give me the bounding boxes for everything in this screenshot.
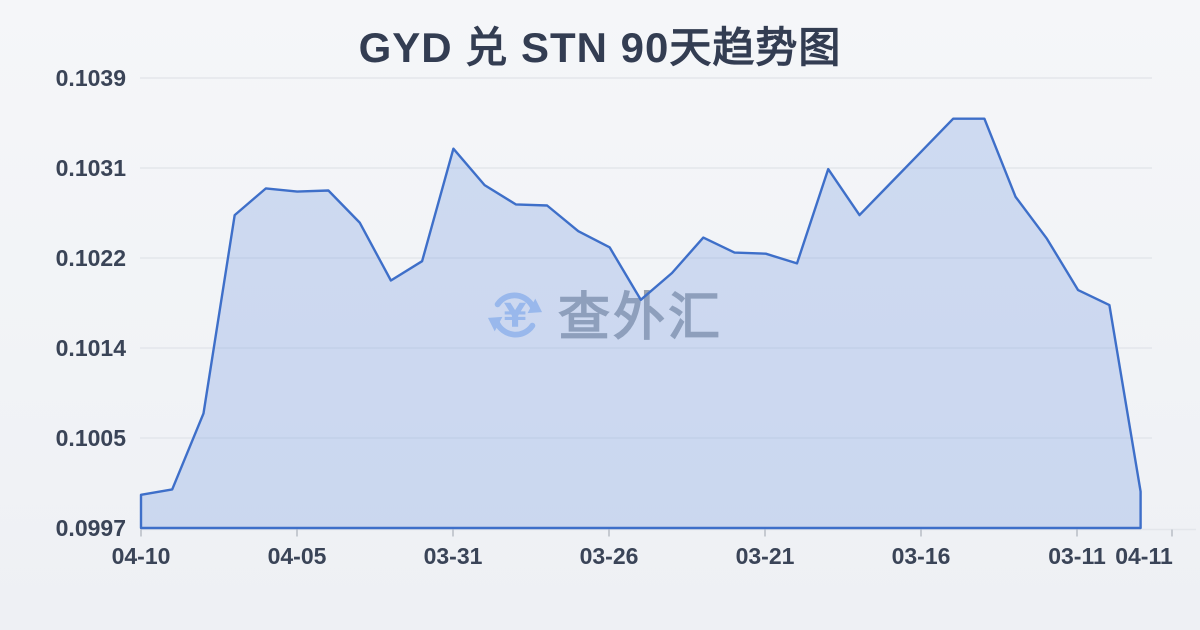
x-axis-label: 03-11 — [1048, 543, 1106, 569]
x-axis-label: 04-11 — [1115, 543, 1173, 569]
y-axis-label: 0.1039 — [56, 65, 126, 91]
trend-area — [139, 117, 1142, 530]
currency-exchange-icon: ¥ — [486, 286, 544, 349]
x-axis-label: 04-05 — [268, 543, 327, 569]
watermark: ¥ 查外汇 — [486, 286, 723, 349]
x-axis-label: 03-21 — [736, 543, 795, 569]
y-axis-label: 0.1005 — [56, 425, 127, 451]
y-axis-label: 0.1022 — [56, 245, 126, 271]
watermark-text: 查外汇 — [558, 288, 724, 347]
y-axis-label: 0.1031 — [56, 155, 127, 181]
x-axis-label: 03-26 — [580, 543, 639, 569]
x-axis-label: 03-16 — [892, 543, 951, 569]
svg-text:¥: ¥ — [504, 296, 527, 335]
y-axis-label: 0.1014 — [56, 335, 127, 361]
x-axis-label: 03-31 — [424, 543, 483, 569]
x-axis-label: 04-10 — [112, 543, 171, 569]
y-axis-label: 0.0997 — [56, 515, 126, 541]
chart-title: GYD 兑 STN 90天趋势图 — [358, 24, 842, 71]
